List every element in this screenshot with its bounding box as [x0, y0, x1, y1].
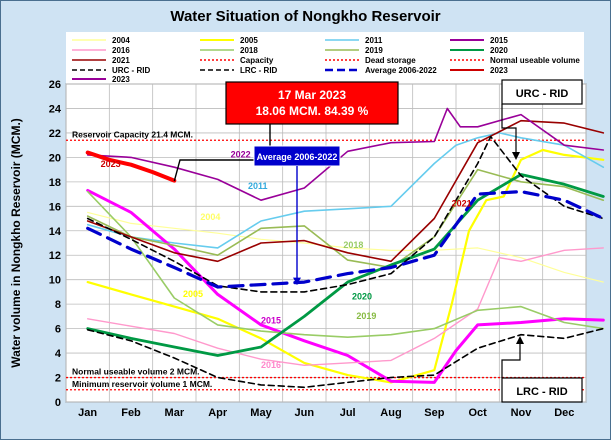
- legend-label: LRC - RID: [240, 66, 278, 75]
- x-tick-label: Nov: [511, 407, 533, 419]
- legend-label: Dead storage: [365, 56, 416, 65]
- y-tick-label: 4: [55, 348, 62, 360]
- ref-label-dead: Minimum reservoir volume 1 MCM.: [72, 379, 212, 389]
- series-line-2016: [86, 247, 604, 366]
- legend-label: 2005: [240, 36, 258, 45]
- series-line-2019: [86, 168, 605, 269]
- series-group: [85, 107, 605, 389]
- legend-label: 2011: [365, 36, 383, 45]
- y-tick-label: 14: [49, 226, 62, 238]
- legend-label: 2023: [490, 66, 508, 75]
- ref-label-capacity: Reservoir Capacity 21.4 MCM.: [72, 129, 193, 139]
- average-label: Average 2006-2022: [257, 152, 338, 162]
- lrc-label: LRC - RID: [516, 386, 567, 398]
- urc-leader-line: [501, 104, 517, 158]
- x-tick-label: Oct: [468, 407, 487, 419]
- annotations: 17 Mar 2023 18.06 MCM. 84.39 % Average 200…: [173, 79, 583, 403]
- y-axis-title: Water volume in Nongkho Reservoir (MCM.): [9, 118, 23, 368]
- current-value: 18.06 MCM. 84.39 %: [256, 104, 369, 118]
- x-tick-label: Jul: [340, 407, 356, 419]
- legend-label: 2015: [490, 36, 508, 45]
- series-line-2021: [86, 119, 605, 263]
- series-label: 2023: [101, 159, 121, 169]
- y-tick-label: 12: [49, 250, 61, 262]
- series-labels: 2004 2005 2011 2015 2016 2018 2019 2020 2021 2022…: [101, 149, 472, 369]
- y-tick-label: 26: [49, 79, 61, 91]
- y-tick-label: 8: [55, 299, 61, 311]
- series-line-2011: [86, 132, 605, 249]
- series-line-2005: [86, 148, 605, 384]
- legend-label: 2018: [240, 46, 258, 55]
- series-line-urc-rid: [86, 135, 605, 293]
- series-label: 2021: [452, 198, 472, 208]
- legend-label: 2016: [112, 46, 130, 55]
- y-tick-label: 20: [49, 152, 61, 164]
- y-tick-label: 24: [49, 103, 62, 115]
- x-tick-label: Jun: [295, 407, 315, 419]
- y-tick-label: 2: [55, 373, 61, 385]
- y-tick-label: 10: [49, 275, 61, 287]
- series-line-2018: [86, 190, 605, 339]
- current-date: 17 Mar 2023: [278, 88, 346, 102]
- series-label: 2016: [261, 360, 281, 370]
- lrc-leader-line: [501, 340, 521, 378]
- x-tick-label: Mar: [165, 407, 185, 419]
- average-arrow: [293, 277, 301, 285]
- current-leader-line: [173, 124, 271, 182]
- legend: 2004 2005 2011 2015 2016 2018 2019 2020 2021 Capa…: [72, 36, 580, 84]
- y-tick-label: 6: [55, 324, 61, 336]
- chart-title: Water Situation of Nongkho Reservoir: [170, 8, 441, 25]
- urc-arrow: [512, 152, 520, 160]
- series-label: 2004: [200, 212, 220, 222]
- series-label: 2011: [248, 181, 268, 191]
- x-tick-label: May: [250, 407, 272, 419]
- x-tick-label: Jan: [78, 407, 97, 419]
- urc-label-box: [501, 79, 583, 105]
- y-tick-label: 0: [55, 397, 61, 409]
- legend-label: 2023: [112, 75, 130, 84]
- legend-label: 2004: [112, 36, 130, 45]
- series-label: 2015: [261, 316, 281, 326]
- series-label: 2005: [183, 289, 203, 299]
- current-value-box: [225, 81, 399, 125]
- series-label: 2020: [352, 291, 372, 301]
- legend-label: Capacity: [240, 56, 274, 65]
- x-tick-label: Apr: [208, 407, 228, 419]
- legend-label: 2020: [490, 46, 508, 55]
- series-label: 2018: [343, 240, 363, 250]
- y-tick-label: 16: [49, 201, 61, 213]
- series-line-lrc-rid: [86, 327, 605, 389]
- legend-label: 2021: [112, 56, 130, 65]
- legend-label: Average 2006-2022: [365, 66, 437, 75]
- series-line-2015: [86, 188, 605, 384]
- y-tick-label: 22: [49, 128, 61, 140]
- series-line-2023: [86, 107, 605, 201]
- series-line-2004: [87, 211, 604, 283]
- y-tick-label: 18: [49, 177, 61, 189]
- lrc-label-box: [501, 377, 583, 403]
- x-tick-label: Feb: [121, 407, 141, 419]
- x-tick-label: Aug: [380, 407, 401, 419]
- x-tick-label: Sep: [424, 407, 444, 419]
- series-label: 2022: [231, 149, 251, 159]
- urc-label: URC - RID: [516, 88, 569, 100]
- legend-label: 2019: [365, 46, 383, 55]
- legend-label: Normal useable volume: [490, 56, 580, 65]
- x-tick-label: Dec: [554, 407, 574, 419]
- series-line-2023-current: [85, 150, 177, 183]
- ref-label-normal: Normal useable volume 2 MCM.: [72, 367, 200, 377]
- series-label: 2019: [356, 311, 376, 321]
- reference-lines: Reservoir Capacity 21.4 MCM. Normal useab…: [66, 129, 586, 391]
- lrc-arrow: [516, 336, 524, 344]
- series-line-average-2006-2022: [86, 190, 605, 289]
- legend-label: URC - RID: [112, 66, 150, 75]
